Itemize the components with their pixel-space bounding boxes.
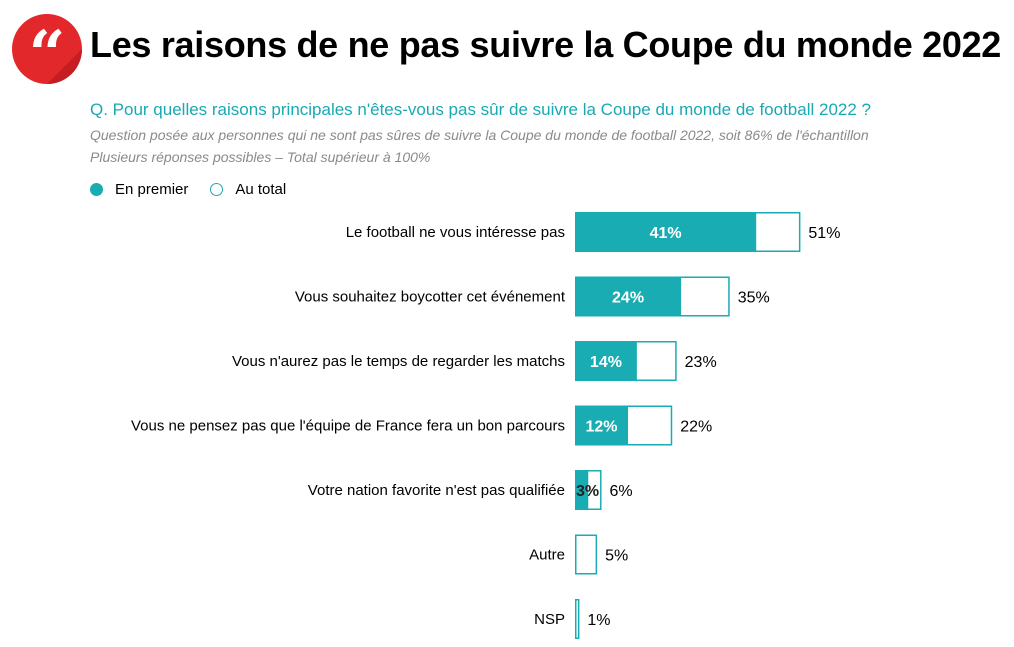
- data-label-au-total: 51%: [808, 225, 840, 242]
- bar-en-premier: [575, 405, 629, 446]
- data-label-au-total: 22%: [680, 419, 712, 436]
- sample-note: Question posée aux personnes qui ne sont…: [90, 127, 869, 143]
- page-title: Les raisons de ne pas suivre la Coupe du…: [90, 24, 1002, 65]
- data-label-au-total: 23%: [685, 354, 717, 371]
- data-label-au-total: 1%: [587, 612, 610, 629]
- data-label-au-total: 35%: [738, 290, 770, 307]
- bar-au-total: [575, 534, 598, 575]
- quote-logo: “: [12, 14, 82, 84]
- data-label-en-premier: 3%: [576, 483, 599, 500]
- quote-icon: “: [28, 17, 66, 85]
- category-label: Vous souhaitez boycotter cet événement: [295, 289, 566, 306]
- category-label: Votre nation favorite n'est pas qualifié…: [308, 482, 565, 499]
- logo-shadow: [47, 49, 82, 84]
- multiple-answers-note: Plusieurs réponses possibles – Total sup…: [90, 149, 431, 165]
- data-label-au-total: 5%: [605, 548, 628, 565]
- data-label-au-total: 6%: [610, 483, 633, 500]
- data-label-en-premier: 14%: [590, 354, 622, 371]
- bar-au-total: [575, 599, 580, 639]
- data-label-en-premier: 12%: [586, 419, 618, 436]
- bar-en-premier: [575, 276, 682, 317]
- legend-label-au-total: Au total: [235, 181, 287, 198]
- question-text: Q. Pour quelles raisons principales n'êt…: [90, 100, 871, 119]
- category-label: Vous n'aurez pas le temps de regarder le…: [232, 353, 565, 370]
- data-label-en-premier: 41%: [650, 225, 682, 242]
- legend-item-en-premier: En premier: [90, 181, 188, 198]
- legend-open-dot-icon: [210, 183, 224, 196]
- bar-en-premier: [575, 212, 757, 252]
- category-label: NSP: [534, 611, 565, 628]
- category-label: Vous ne pensez pas que l'équipe de Franc…: [131, 418, 565, 435]
- bar-en-premier: [575, 470, 589, 510]
- data-label-en-premier: 24%: [612, 290, 644, 307]
- bar-en-premier: [575, 341, 637, 381]
- legend-filled-dot-icon: [90, 183, 103, 196]
- category-label: Le football ne vous intéresse pas: [346, 224, 565, 241]
- category-label: Autre: [529, 547, 565, 564]
- chart-legend: En premier Au total: [90, 181, 308, 198]
- legend-label-en-premier: En premier: [115, 181, 189, 198]
- legend-item-au-total: Au total: [210, 181, 286, 198]
